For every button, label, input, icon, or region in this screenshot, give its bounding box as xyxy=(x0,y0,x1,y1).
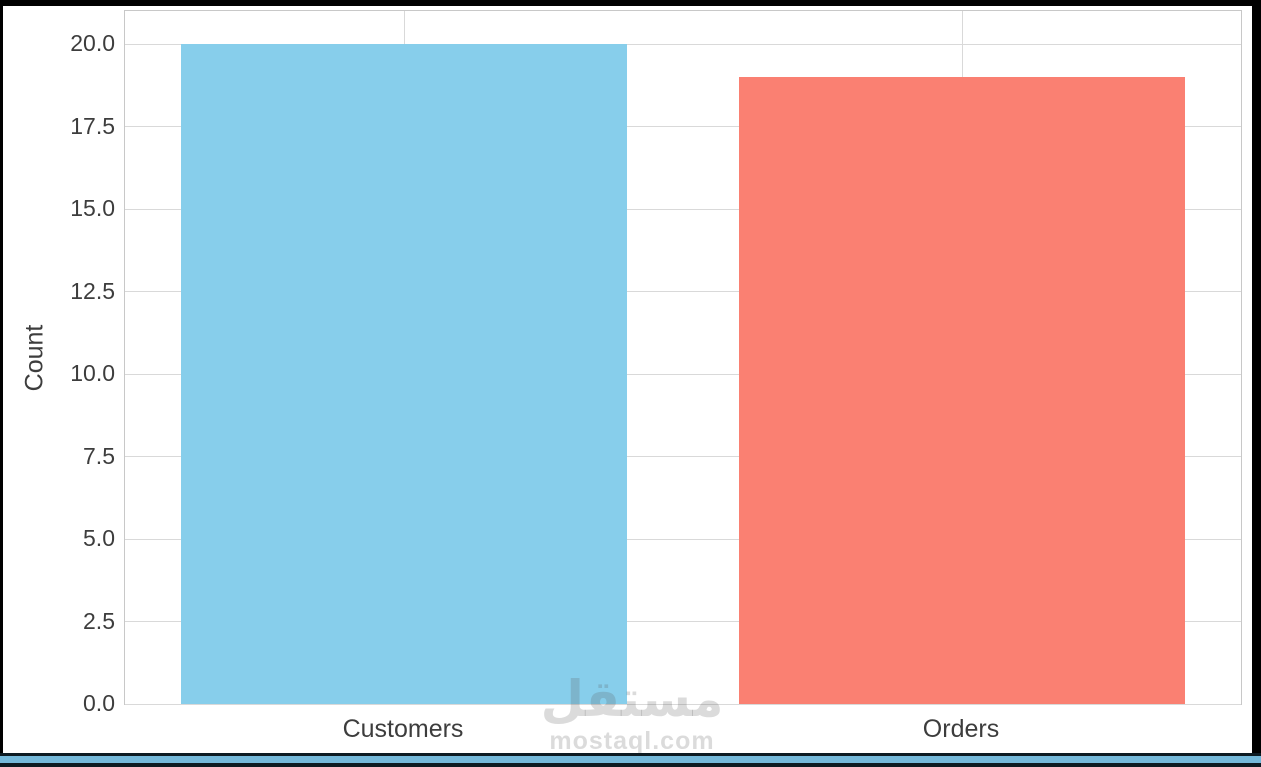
y-tick-label-0.0: 0.0 xyxy=(83,690,115,716)
plot-area xyxy=(124,10,1242,705)
y-tick-label-15.0: 15.0 xyxy=(70,195,115,221)
y-axis-tick-labels: 0.0 2.5 5.0 7.5 10.0 12.5 15.0 17.5 20.0 xyxy=(3,10,115,716)
y-tick-label-20.0: 20.0 xyxy=(70,30,115,56)
x-tick-label-orders: Orders xyxy=(922,715,1000,743)
gridline-y-5.0 xyxy=(125,538,1241,540)
chart-figure: Count 0.0 2.5 5.0 7.5 10.0 12.5 15.0 17.5 20.0 C… xyxy=(3,6,1252,755)
y-tick-label-12.5: 12.5 xyxy=(70,277,115,304)
y-tick-label-7.5: 7.5 xyxy=(83,442,115,469)
x-tick-label-customers: Customers xyxy=(342,715,464,743)
gridline-y-20.0 xyxy=(125,43,1241,45)
bottom-strip-dark-line-bottom xyxy=(0,763,1261,767)
bar-customers xyxy=(181,44,627,704)
y-tick-label-5.0: 5.0 xyxy=(83,525,115,551)
bottom-window-edge-strip xyxy=(0,753,1261,767)
gridline-y-2.5 xyxy=(125,621,1241,622)
bar-orders xyxy=(739,77,1185,704)
bottom-strip-dark-line-top xyxy=(0,753,1261,756)
y-tick-label-10.0: 10.0 xyxy=(70,360,115,386)
gridline-y-17.5 xyxy=(125,126,1241,127)
y-tick-label-17.5: 17.5 xyxy=(70,112,115,139)
gridline-y-10.0 xyxy=(125,373,1241,375)
gridline-y-7.5 xyxy=(125,456,1241,457)
gridline-y-15.0 xyxy=(125,208,1241,210)
y-tick-label-2.5: 2.5 xyxy=(83,607,115,634)
bottom-strip-blue-band xyxy=(0,756,1261,763)
x-axis-tick-labels: Customers Orders xyxy=(124,715,1240,753)
gridline-y-0.0 xyxy=(125,703,1241,705)
gridline-y-12.5 xyxy=(125,291,1241,292)
